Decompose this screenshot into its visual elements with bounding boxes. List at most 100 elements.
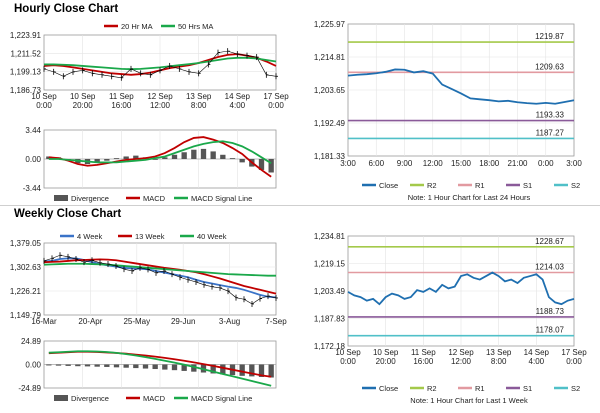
hourly_macd-divergence-bar bbox=[210, 151, 216, 159]
hourly_levels-legend-s1-label: S1 bbox=[523, 181, 532, 190]
hourly_levels-level-label-s2: 1187.27 bbox=[536, 128, 565, 137]
weekly_levels-close-line bbox=[347, 271, 575, 306]
weekly_levels-x-tick: 11 Sep bbox=[411, 348, 436, 357]
hourly_levels-level-label-r2: 1219.87 bbox=[535, 32, 564, 41]
hourly_levels-x-tick: 9:00 bbox=[397, 159, 413, 168]
weekly_price-x-tick: 25-May bbox=[123, 317, 150, 326]
hourly_macd-divergence-bar bbox=[200, 148, 207, 159]
weekly_price-frame bbox=[43, 242, 277, 316]
hourly_macd-divergence-bar bbox=[152, 159, 158, 160]
hourly_price-legend-0-label: 20 Hr MA bbox=[121, 22, 153, 31]
hourly_levels-legend-s2-label: S2 bbox=[571, 181, 580, 190]
weekly_macd-divergence-bar bbox=[65, 364, 71, 366]
weekly_levels-legend-s2-label: S2 bbox=[571, 384, 580, 393]
weekly_price-y-tick: 1,149.79 bbox=[10, 311, 42, 320]
hourly_levels-x-tick: 21:00 bbox=[507, 159, 528, 168]
hourly_levels-legend-r2-label: R2 bbox=[427, 181, 437, 190]
hourly_macd-divergence-bar bbox=[133, 155, 139, 159]
hourly_macd-divergence-bar bbox=[171, 154, 178, 159]
weekly_price-legend-2-label: 40 Week bbox=[197, 232, 227, 241]
weekly_levels-legend-close-label: Close bbox=[379, 384, 398, 393]
weekly_levels-x-tick: 16:00 bbox=[413, 357, 434, 366]
weekly_levels-y-tick: 1,219.15 bbox=[314, 260, 346, 269]
weekly_macd-legend-2-label: MACD Signal Line bbox=[191, 394, 252, 403]
hourly_price-x-tick: 0:00 bbox=[268, 101, 284, 110]
hourly_levels-x-tick: 18:00 bbox=[479, 159, 500, 168]
hourly_price-x-tick: 14 Sep bbox=[225, 92, 251, 101]
weekly_price-series-13-week bbox=[43, 258, 277, 295]
weekly_price-x-tick: 16-Mar bbox=[31, 317, 57, 326]
weekly_macd-legend-0-label: Divergence bbox=[71, 394, 109, 403]
hourly_macd-series-macd bbox=[48, 136, 272, 178]
hourly_macd-divergence-bar bbox=[104, 159, 110, 161]
weekly_price-price-line bbox=[43, 254, 277, 305]
weekly_levels-x-tick: 14 Sep bbox=[524, 348, 550, 357]
hourly_levels-y-tick: 1,214.81 bbox=[314, 53, 346, 62]
weekly_levels-x-tick: 13 Sep bbox=[486, 348, 512, 357]
weekly_levels-level-label-r2: 1228.67 bbox=[535, 237, 564, 246]
weekly_levels-level-label-r1: 1214.03 bbox=[535, 262, 564, 271]
weekly_macd-divergence-bar bbox=[152, 364, 158, 370]
hourly_price-x-tick: 10 Sep bbox=[70, 92, 96, 101]
weekly_macd-divergence-bar bbox=[113, 364, 120, 368]
weekly_price-y-tick: 1,302.63 bbox=[10, 263, 42, 272]
hourly_price-x-tick: 11 Sep bbox=[109, 92, 134, 101]
section-divider bbox=[0, 205, 600, 206]
hourly_macd-series-macd-signal-line bbox=[48, 140, 272, 164]
weekly_macd-legend-0-swatch bbox=[54, 395, 68, 401]
weekly_macd-divergence-bar bbox=[104, 364, 110, 367]
weekly_macd-divergence-bar bbox=[268, 364, 274, 378]
hourly_levels-legend-r1-label: R1 bbox=[475, 181, 485, 190]
hourly_macd-legend-2-label: MACD Signal Line bbox=[191, 194, 252, 203]
weekly_price-y-tick: 1,379.05 bbox=[10, 239, 42, 248]
weekly_price-legend-1-label: 13 Week bbox=[135, 232, 165, 241]
weekly_price-x-tick: 29-Jun bbox=[171, 317, 195, 326]
weekly_levels-y-tick: 1,187.83 bbox=[314, 315, 346, 324]
hourly_levels-x-tick: 3:00 bbox=[566, 159, 582, 168]
hourly_levels-note: Note: 1 Hour Chart for Last 24 Hours bbox=[408, 193, 531, 202]
hourly_levels-y-tick: 1,192.49 bbox=[314, 119, 346, 128]
weekly_levels-legend-r1-label: R1 bbox=[475, 384, 485, 393]
hourly_levels-x-tick: 3:00 bbox=[340, 159, 356, 168]
hourly_price-y-tick: 1,186.73 bbox=[10, 86, 42, 95]
weekly_macd-divergence-bar bbox=[181, 364, 187, 371]
weekly_price-x-tick: 3-Aug bbox=[219, 317, 240, 326]
weekly_macd-divergence-bar bbox=[210, 364, 216, 374]
hourly_price-y-tick: 1,223.91 bbox=[10, 31, 42, 40]
weekly_macd-y-tick: 0.00 bbox=[25, 361, 41, 370]
weekly_macd-divergence-bar bbox=[220, 364, 226, 375]
weekly_levels-x-tick: 12:00 bbox=[451, 357, 472, 366]
hourly_macd-divergence-bar bbox=[229, 158, 236, 159]
hourly_price-x-tick: 0:00 bbox=[36, 101, 52, 110]
hourly_levels-y-tick: 1,181.33 bbox=[314, 152, 346, 161]
weekly_macd-series-macd-signal-line bbox=[48, 350, 272, 387]
weekly_price-y-tick: 1,226.21 bbox=[10, 287, 42, 296]
weekly_macd-divergence-bar bbox=[249, 364, 255, 377]
hourly_price-x-tick: 4:00 bbox=[230, 101, 246, 110]
hourly_price-legend-1-label: 50 Hrs MA bbox=[178, 22, 213, 31]
hourly_macd-divergence-bar bbox=[258, 159, 265, 170]
hourly_levels-x-tick: 0:00 bbox=[538, 159, 554, 168]
weekly_macd-divergence-bar bbox=[46, 364, 52, 366]
weekly_levels-x-tick: 8:00 bbox=[491, 357, 507, 366]
hourly_levels-x-tick: 12:00 bbox=[423, 159, 444, 168]
weekly_levels-level-label-s2: 1178.07 bbox=[536, 326, 565, 335]
weekly_levels-x-tick: 10 Sep bbox=[335, 348, 361, 357]
weekly_price-series-40-week bbox=[43, 262, 276, 277]
hourly_price-y-tick: 1,199.13 bbox=[10, 68, 42, 77]
weekly_levels-legend-s1-label: S1 bbox=[523, 384, 532, 393]
weekly_levels-note: Note: 1 Hour Chart for Last 1 Week bbox=[410, 396, 528, 405]
weekly_levels-x-tick: 20:00 bbox=[376, 357, 397, 366]
hourly_macd-divergence-bar bbox=[162, 157, 168, 159]
hourly_price-x-tick: 20:00 bbox=[73, 101, 94, 110]
weekly_levels-x-tick: 17 Sep bbox=[561, 348, 587, 357]
weekly-section-title: Weekly Close Chart bbox=[14, 208, 122, 220]
weekly_levels-legend-r2-label: R2 bbox=[427, 384, 437, 393]
weekly_macd-divergence-bar bbox=[133, 364, 139, 369]
weekly_macd-divergence-bar bbox=[191, 364, 197, 372]
weekly_macd-divergence-bar bbox=[75, 364, 81, 367]
weekly_macd-divergence-bar bbox=[123, 364, 129, 368]
weekly_macd-divergence-bar bbox=[171, 364, 178, 371]
